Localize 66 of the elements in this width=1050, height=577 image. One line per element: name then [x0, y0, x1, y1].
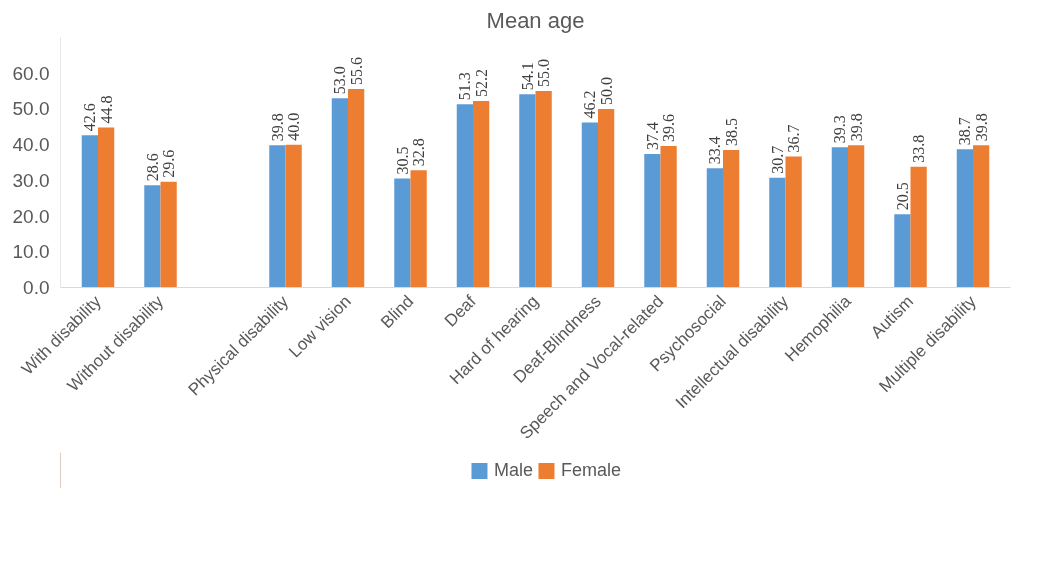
data-label: 39.8 — [847, 113, 865, 142]
data-label: 44.8 — [97, 95, 115, 124]
bar — [956, 149, 973, 288]
bar — [160, 181, 177, 288]
bar — [973, 145, 990, 288]
data-label: 38.5 — [722, 118, 740, 146]
data-label: 30.5 — [393, 146, 411, 175]
bar — [581, 122, 598, 288]
bar — [81, 135, 98, 288]
data-label: 28.6 — [143, 153, 161, 182]
data-label: 39.6 — [660, 114, 678, 143]
bar — [723, 150, 740, 288]
bar — [769, 177, 786, 288]
data-label: 39.8 — [972, 113, 990, 142]
bar — [644, 153, 661, 288]
data-label: 29.6 — [160, 149, 178, 178]
bar — [894, 214, 911, 288]
legend-label: Male — [493, 459, 533, 481]
bar — [706, 168, 723, 288]
bar — [785, 156, 802, 288]
data-label: 54.1 — [518, 62, 536, 91]
bar — [910, 166, 927, 288]
legend-label: Female — [560, 459, 622, 481]
bar — [660, 146, 677, 288]
bar — [848, 145, 865, 288]
chart-title: Mean age — [486, 7, 585, 33]
bar — [831, 147, 848, 288]
bar — [285, 144, 302, 288]
bar — [348, 88, 365, 288]
data-label: 46.2 — [581, 90, 599, 119]
data-label: 55.0 — [535, 59, 553, 88]
data-label: 33.8 — [910, 134, 928, 163]
bar — [98, 127, 115, 288]
bar — [535, 91, 552, 288]
bar — [144, 185, 161, 288]
y-tick-label: 30.0 — [12, 169, 50, 191]
bar — [456, 104, 473, 288]
data-label: 40.0 — [285, 112, 303, 141]
bar — [519, 94, 536, 288]
bar — [598, 108, 615, 288]
data-label: 42.6 — [81, 103, 99, 132]
bar — [394, 178, 411, 288]
data-label: 30.7 — [768, 145, 786, 174]
y-tick-label: 40.0 — [12, 134, 50, 156]
data-label: 20.5 — [893, 182, 911, 211]
data-label: 52.2 — [472, 69, 490, 98]
y-tick-label: 60.0 — [12, 62, 50, 84]
data-label: 39.8 — [268, 113, 286, 142]
data-label: 55.6 — [347, 56, 365, 85]
data-label: 51.3 — [456, 72, 474, 101]
data-label: 37.4 — [643, 121, 661, 150]
data-label: 50.0 — [597, 76, 615, 105]
data-label: 38.7 — [956, 117, 974, 146]
data-label: 39.3 — [831, 115, 849, 144]
y-tick-label: 50.0 — [12, 98, 50, 120]
bar — [410, 170, 427, 288]
bar — [473, 101, 490, 288]
data-label: 36.7 — [785, 124, 803, 153]
data-label: 32.8 — [410, 138, 428, 167]
y-tick-label: 20.0 — [12, 205, 50, 227]
y-tick-label: 0.0 — [23, 277, 50, 298]
bar — [269, 145, 286, 288]
bar — [331, 98, 348, 288]
y-tick-label: 10.0 — [12, 241, 50, 263]
data-label: 53.0 — [331, 66, 349, 95]
data-label: 33.4 — [706, 136, 724, 165]
